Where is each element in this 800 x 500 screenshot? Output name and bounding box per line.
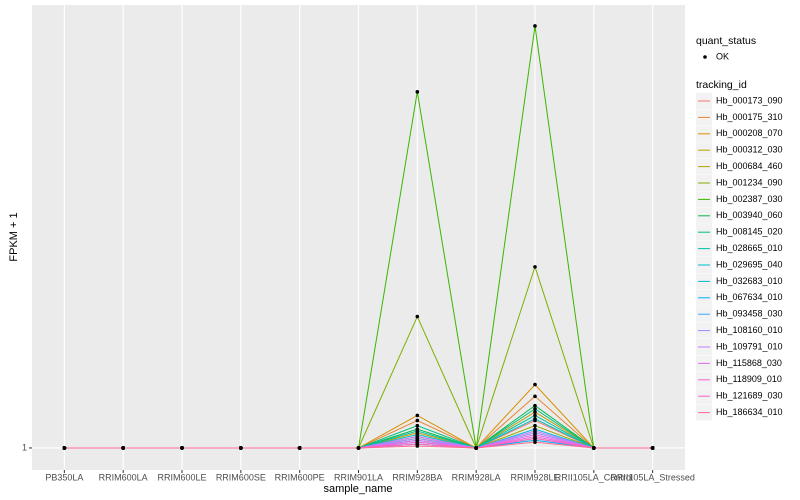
legend-label: Hb_186634_010	[716, 407, 783, 417]
legend-title: quant_status	[696, 35, 756, 47]
data-point	[592, 446, 596, 450]
data-point	[533, 403, 537, 408]
data-point	[533, 24, 537, 28]
data-point	[533, 413, 537, 418]
data-point	[415, 413, 420, 418]
data-point	[533, 436, 537, 441]
data-point	[533, 423, 537, 428]
legend-label: Hb_109791_010	[716, 341, 783, 351]
legend-label: Hb_003940_060	[716, 210, 783, 220]
x-tick-label: RRIM928LA	[452, 472, 501, 482]
data-point	[180, 446, 184, 450]
legend-label: OK	[716, 51, 729, 61]
legend-label: Hb_000684_460	[716, 161, 783, 171]
legend-label: Hb_115868_030	[716, 358, 782, 368]
legend-label: Hb_108160_010	[716, 325, 783, 335]
data-point	[533, 429, 537, 433]
legend-label: Hb_029695_040	[716, 259, 783, 269]
data-point	[533, 265, 537, 269]
data-point	[297, 446, 302, 450]
x-tick-label: RRII105LA_Stressed	[610, 472, 695, 482]
legend-label: Hb_000173_090	[716, 95, 783, 105]
data-point	[415, 418, 420, 423]
legend-label: Hb_002387_030	[716, 194, 783, 204]
data-point	[239, 446, 243, 450]
x-tick-label: RRIM600SE	[216, 472, 266, 482]
x-tick-label: RRIM600LE	[157, 472, 206, 482]
data-point	[533, 382, 537, 387]
legend-label: Hb_118909_010	[716, 374, 782, 384]
data-point	[415, 444, 420, 448]
data-point	[415, 90, 420, 94]
data-point	[533, 440, 537, 444]
legend-label: Hb_000208_070	[716, 128, 783, 138]
data-point	[474, 446, 478, 450]
legend-label: Hb_032683_010	[716, 276, 783, 286]
data-point	[415, 423, 420, 428]
x-axis-label: sample_name	[323, 483, 392, 495]
data-point	[415, 429, 420, 433]
x-tick-label: RRIM600LA	[99, 472, 148, 482]
legend-label: Hb_121689_030	[716, 391, 783, 401]
legend-title: tracking_id	[696, 79, 747, 91]
data-point	[533, 416, 537, 421]
data-point	[62, 446, 67, 450]
y-tick-label: 1	[22, 442, 27, 452]
legend-label: Hb_028665_010	[716, 243, 783, 253]
data-point	[121, 446, 125, 450]
legend-point	[703, 55, 707, 59]
legend-label: Hb_008145_020	[716, 227, 783, 237]
data-point	[533, 407, 537, 411]
legend-label: Hb_093458_030	[716, 309, 783, 319]
data-point	[356, 446, 361, 450]
y-axis-label: FPKM + 1	[8, 212, 20, 261]
data-point	[533, 394, 537, 399]
legend-label: Hb_067634_010	[716, 292, 783, 302]
data-point	[415, 434, 420, 439]
x-tick-label: RRII105LA_Control	[555, 472, 633, 482]
x-tick-label: RRIM928BA	[392, 472, 442, 482]
x-tick-label: RRIM901LA	[334, 472, 383, 482]
data-point	[533, 410, 537, 414]
x-tick-label: PB350LA	[45, 472, 83, 482]
x-tick-label: RRIM600PE	[275, 472, 325, 482]
data-point	[415, 314, 420, 319]
legend-label: Hb_000175_310	[716, 112, 783, 122]
legend-label: Hb_000312_030	[716, 145, 783, 155]
x-tick-label: RRIM928LE	[510, 472, 559, 482]
legend-label: Hb_001234_090	[716, 177, 783, 187]
data-point	[650, 446, 655, 450]
